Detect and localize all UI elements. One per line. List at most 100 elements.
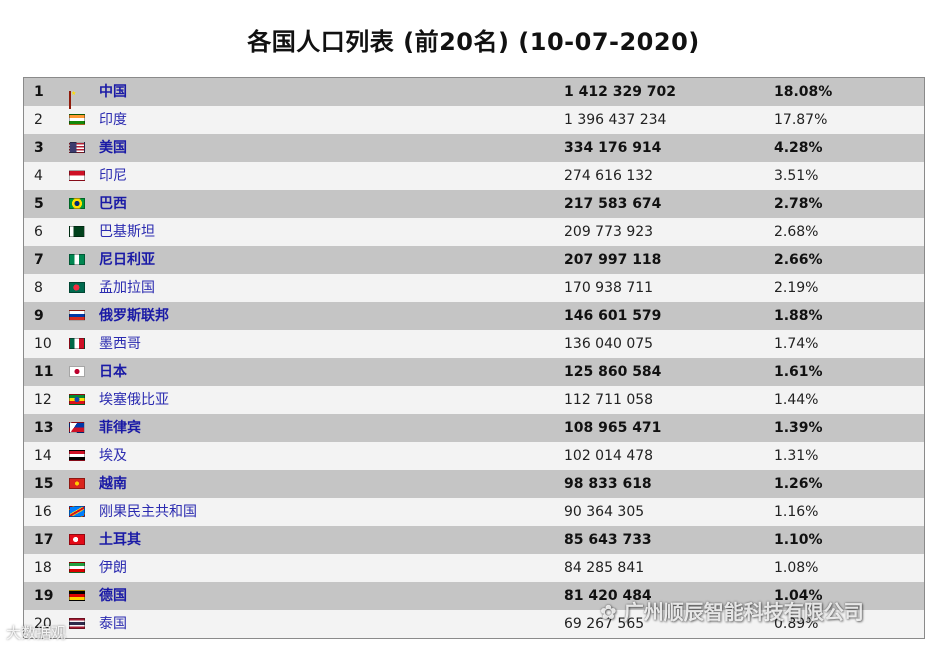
country-name-link[interactable]: 日本 xyxy=(99,364,127,380)
percent-cell: 1.31% xyxy=(774,448,819,464)
population-cell: 217 583 674 xyxy=(564,196,662,212)
pk-flag-icon xyxy=(69,226,85,237)
source-watermark-text: 大数据观 xyxy=(6,624,67,642)
country-name-link[interactable]: 菲律宾 xyxy=(99,420,141,436)
cn-flag-icon: ★ xyxy=(69,90,76,109)
table-row: 19 德国 81 420 484 1.04% xyxy=(24,582,924,610)
rank-cell: 3 xyxy=(34,140,44,156)
rank-cell: 12 xyxy=(34,392,52,408)
company-watermark: ✿ 广州顺辰智能科技有限公司 xyxy=(600,596,864,625)
population-cell: 146 601 579 xyxy=(564,308,662,324)
country-name-link[interactable]: 埃塞俄比亚 xyxy=(99,392,169,408)
country-name-link[interactable]: 伊朗 xyxy=(99,560,127,576)
table-row: 12 埃塞俄比亚 112 711 058 1.44% xyxy=(24,386,924,414)
rank-cell: 20 xyxy=(34,616,52,632)
percent-cell: 2.78% xyxy=(774,196,823,212)
population-cell: 334 176 914 xyxy=(564,140,662,156)
rank-cell: 16 xyxy=(34,504,52,520)
rank-cell: 5 xyxy=(34,196,44,212)
ru-flag-icon xyxy=(69,310,85,321)
percent-cell: 1.10% xyxy=(774,532,823,548)
country-name-link[interactable]: 尼日利亚 xyxy=(99,252,155,268)
percent-cell: 2.19% xyxy=(774,280,819,296)
population-cell: 69 267 565 xyxy=(564,616,645,632)
in-flag-icon xyxy=(69,114,85,125)
population-cell: 84 285 841 xyxy=(564,560,645,576)
country-name-link[interactable]: 美国 xyxy=(99,140,127,156)
wechat-icon: ✿ xyxy=(600,600,624,624)
rank-cell: 8 xyxy=(34,280,43,296)
percent-cell: 1.26% xyxy=(774,476,823,492)
jp-flag-icon xyxy=(69,366,85,377)
table-row: 11 日本 125 860 584 1.61% xyxy=(24,358,924,386)
percent-cell: 2.68% xyxy=(774,224,819,240)
mx-flag-icon xyxy=(69,338,85,349)
percent-cell: 1.61% xyxy=(774,364,823,380)
bd-flag-icon xyxy=(69,282,85,293)
country-name-link[interactable]: 埃及 xyxy=(99,448,127,464)
table-row: 13 菲律宾 108 965 471 1.39% xyxy=(24,414,924,442)
table-row: 3 美国 334 176 914 4.28% xyxy=(24,134,924,162)
ng-flag-icon xyxy=(69,254,85,265)
country-name-link[interactable]: 刚果民主共和国 xyxy=(99,504,197,520)
percent-cell: 1.44% xyxy=(774,392,819,408)
percent-cell: 1.88% xyxy=(774,308,823,324)
country-name-link[interactable]: 巴基斯坦 xyxy=(99,224,155,240)
table-row: 17 土耳其 85 643 733 1.10% xyxy=(24,526,924,554)
country-name-link[interactable]: 孟加拉国 xyxy=(99,280,155,296)
table-row: 4 印尼 274 616 132 3.51% xyxy=(24,162,924,190)
table-row: 15 越南 98 833 618 1.26% xyxy=(24,470,924,498)
tr-flag-icon xyxy=(69,534,85,545)
rank-cell: 15 xyxy=(34,476,54,492)
country-name-link[interactable]: 土耳其 xyxy=(99,532,141,548)
br-flag-icon xyxy=(69,198,85,209)
table-row: 14 埃及 102 014 478 1.31% xyxy=(24,442,924,470)
et-flag-icon xyxy=(69,394,85,405)
percent-cell: 3.51% xyxy=(774,168,819,184)
ir-flag-icon xyxy=(69,562,85,573)
percent-cell: 1.16% xyxy=(774,504,819,520)
table-row: 9 俄罗斯联邦 146 601 579 1.88% xyxy=(24,302,924,330)
country-name-link[interactable]: 德国 xyxy=(99,588,127,604)
country-name-link[interactable]: 印度 xyxy=(99,112,127,128)
vn-flag-icon xyxy=(69,478,85,489)
us-flag-icon xyxy=(69,142,85,153)
rank-cell: 18 xyxy=(34,560,52,576)
de-flag-icon xyxy=(69,590,85,601)
table-row: 8 孟加拉国 170 938 711 2.19% xyxy=(24,274,924,302)
id-flag-icon xyxy=(69,170,85,181)
table-row: 6 巴基斯坦 209 773 923 2.68% xyxy=(24,218,924,246)
percent-cell: 17.87% xyxy=(774,112,828,128)
rank-cell: 4 xyxy=(34,168,43,184)
percent-cell: 2.66% xyxy=(774,252,823,268)
population-cell: 1 412 329 702 xyxy=(564,84,677,100)
country-name-link[interactable]: 泰国 xyxy=(99,616,127,632)
table-row: 7 尼日利亚 207 997 118 2.66% xyxy=(24,246,924,274)
country-name-link[interactable]: 巴西 xyxy=(99,196,127,212)
population-cell: 170 938 711 xyxy=(564,280,654,296)
country-name-link[interactable]: 中国 xyxy=(99,84,127,100)
table-body: 1 ★ 中国 1 412 329 702 18.08% 2 印度 1 396 437 234 1… xyxy=(24,78,924,638)
table-row: 5 巴西 217 583 674 2.78% xyxy=(24,190,924,218)
table-row: 2 印度 1 396 437 234 17.87% xyxy=(24,106,924,134)
table-row: 10 墨西哥 136 040 075 1.74% xyxy=(24,330,924,358)
population-cell: 108 965 471 xyxy=(564,420,662,436)
country-name-link[interactable]: 墨西哥 xyxy=(99,336,141,352)
country-name-link[interactable]: 印尼 xyxy=(99,168,127,184)
th-flag-icon xyxy=(69,618,85,629)
rank-cell: 19 xyxy=(34,588,54,604)
table-row: 16 刚果民主共和国 90 364 305 1.16% xyxy=(24,498,924,526)
country-name-link[interactable]: 越南 xyxy=(99,476,127,492)
population-cell: 209 773 923 xyxy=(564,224,654,240)
rank-cell: 14 xyxy=(34,448,52,464)
rank-cell: 10 xyxy=(34,336,52,352)
source-watermark: 大数据观 xyxy=(6,622,66,643)
rank-cell: 7 xyxy=(34,252,44,268)
country-name-link[interactable]: 俄罗斯联邦 xyxy=(99,308,169,324)
population-cell: 1 396 437 234 xyxy=(564,112,667,128)
population-cell: 112 711 058 xyxy=(564,392,654,408)
company-watermark-text: 广州顺辰智能科技有限公司 xyxy=(623,600,864,624)
rank-cell: 1 xyxy=(34,84,44,100)
population-cell: 98 833 618 xyxy=(564,476,652,492)
rank-cell: 6 xyxy=(34,224,43,240)
